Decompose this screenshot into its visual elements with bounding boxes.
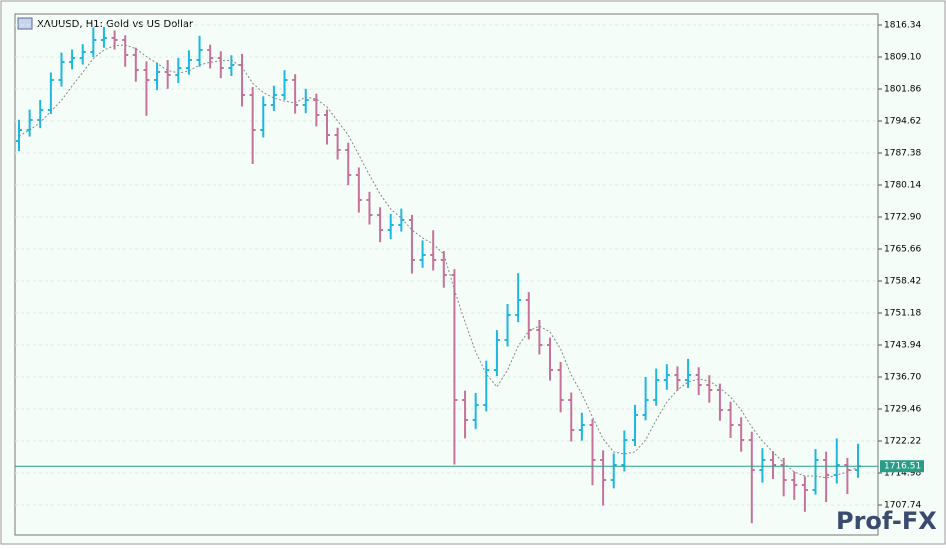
plot-border: [14, 13, 879, 536]
y-tick-label: 1714.98: [884, 468, 921, 478]
y-tick-label: 1736.70: [884, 372, 921, 382]
y-tick-label: 1794.62: [884, 117, 921, 127]
y-tick-label: 1722.22: [884, 436, 921, 446]
chart-title: XAUUSD, H1: Gold vs US Dollar: [37, 19, 194, 30]
y-tick-label: 1743.94: [884, 340, 921, 350]
y-tick-label: 1758.42: [884, 276, 921, 286]
y-tick-label: 1751.18: [884, 308, 921, 318]
current-price-label: 1716.51: [884, 462, 921, 472]
y-tick-label: 1787.38: [884, 149, 921, 159]
y-tick-label: 1765.66: [884, 244, 921, 254]
logo: Prof-FX: [836, 507, 937, 535]
chart-icon: [17, 17, 33, 30]
y-tick-label: 1816.34: [884, 21, 921, 31]
y-tick-label: 1801.86: [884, 85, 921, 95]
current-price-tag: [880, 460, 924, 473]
y-tick-label: 1707.74: [884, 500, 921, 510]
marks: [16, 26, 861, 524]
y-tick-label: 1780.14: [884, 181, 921, 191]
y-tick-label: 1729.46: [884, 404, 921, 414]
y-tick-label: 1772.90: [884, 212, 921, 222]
y-tick-label: 1809.10: [884, 53, 921, 63]
